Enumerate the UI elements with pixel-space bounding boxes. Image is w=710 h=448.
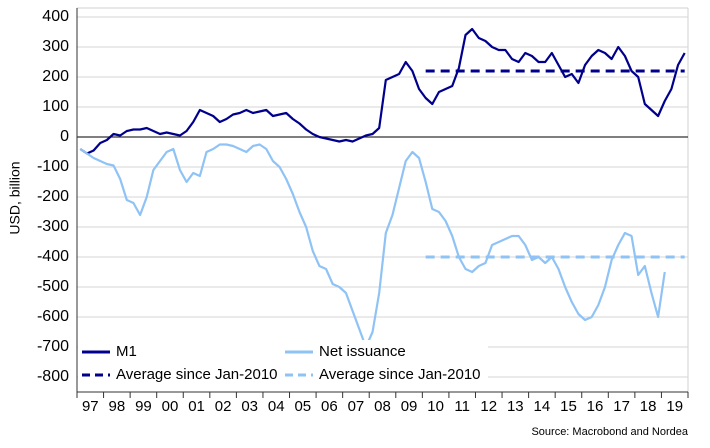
y-tick-label: -200 <box>37 188 69 205</box>
x-tick-label: 13 <box>507 398 524 415</box>
y-tick-label: 100 <box>42 98 69 115</box>
y-tick-label: -400 <box>37 248 69 265</box>
x-tick-label: 07 <box>348 398 365 415</box>
source: Source: Macrobond and Nordea <box>531 426 688 438</box>
x-tick-label: 11 <box>454 398 470 415</box>
y-tick-label: -800 <box>37 368 69 385</box>
x-tick-label: 12 <box>480 398 497 415</box>
legend-label: Average since Jan-2010 <box>116 366 278 383</box>
x-tick-label: 03 <box>241 398 258 415</box>
y-tick-label: 400 <box>42 8 69 25</box>
y-tick-label: 200 <box>42 68 69 85</box>
x-tick-label: 19 <box>666 398 683 415</box>
y-tick-label: 300 <box>42 38 69 55</box>
y-tick-label: 0 <box>60 128 69 145</box>
series-line <box>79 27 686 155</box>
x-tick-label: 09 <box>401 398 418 415</box>
x-tick-label: 01 <box>188 398 205 415</box>
x-tick-label: 18 <box>640 398 657 415</box>
x-tick-label: 97 <box>82 398 99 415</box>
y-axis-label: USD, billion <box>7 161 23 234</box>
y-tick-label: -600 <box>37 308 69 325</box>
y-tick-label: -500 <box>37 278 69 295</box>
x-tick-label: 17 <box>613 398 630 415</box>
y-tick-label: -700 <box>37 338 69 355</box>
series-line <box>79 143 666 349</box>
legend-label: Net issuance <box>319 343 406 360</box>
x-tick-label: 02 <box>215 398 232 415</box>
x-tick-label: 00 <box>162 398 179 415</box>
legend-box <box>78 340 488 388</box>
legend-label: M1 <box>116 343 137 360</box>
x-tick-label: 99 <box>135 398 152 415</box>
legend-label: Average since Jan-2010 <box>319 366 481 383</box>
x-tick-label: 10 <box>427 398 444 415</box>
x-tick-label: 04 <box>268 398 285 415</box>
y-tick-label: -300 <box>37 218 69 235</box>
x-tick-label: 05 <box>294 398 311 415</box>
x-tick-label: 16 <box>587 398 604 415</box>
x-tick-label: 15 <box>560 398 577 415</box>
x-tick-label: 06 <box>321 398 338 415</box>
x-tick-label: 98 <box>109 398 126 415</box>
x-tick-label: 08 <box>374 398 391 415</box>
x-tick-label: 14 <box>534 398 551 415</box>
y-tick-label: -100 <box>37 158 69 175</box>
